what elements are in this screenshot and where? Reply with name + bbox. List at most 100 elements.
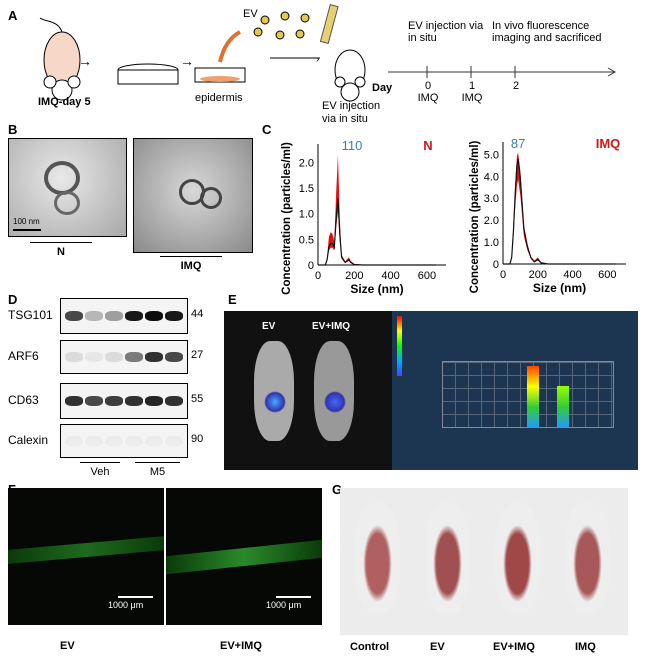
blot-band (125, 311, 143, 321)
blot-band (125, 436, 143, 446)
blot-band (105, 436, 123, 446)
arrow-icon: → (180, 53, 194, 69)
chart-title: N (423, 138, 432, 153)
blot-band (105, 396, 123, 406)
mean-line (503, 158, 616, 265)
x-axis-label: Size (nm) (533, 281, 586, 295)
panel-label-e: E (228, 292, 237, 307)
blot-band (145, 311, 163, 321)
timeline-tick-2: 2 (512, 80, 520, 92)
blot-band (145, 436, 163, 446)
y-axis-label: Concentration (particles/ml) (281, 142, 293, 295)
blot-band (125, 396, 143, 406)
blot-band (125, 352, 143, 362)
scale-bar-label: 100 nm (13, 217, 40, 226)
x-axis-label: Size (nm) (350, 282, 403, 296)
blot-band (165, 396, 183, 406)
schematic-drawing: → → › (39, 4, 617, 102)
blot-band (65, 396, 83, 406)
blot-band (65, 352, 83, 362)
mouse-icon (39, 17, 81, 101)
panel-label-b: B (8, 122, 18, 137)
panel-label-a: A (8, 8, 18, 23)
mean-line (318, 198, 436, 266)
ivis-3d-plot (392, 311, 638, 470)
y-tick-label: 2.0 (299, 157, 314, 169)
timeline-event-1: EV injection via in situ (408, 20, 484, 44)
blot-band (85, 311, 103, 321)
blot-band (145, 352, 163, 362)
panel-label-c: C (262, 122, 272, 137)
blot-band (165, 436, 183, 446)
blot-strip (60, 424, 188, 458)
y-tick-label: 0 (493, 259, 499, 271)
arrow-icon (218, 30, 242, 63)
group-label-veh: Veh (90, 466, 110, 478)
x-tick-label: 200 (345, 270, 363, 282)
mouse-label-ev-imq: EV+IMQ (493, 641, 535, 653)
x-tick-label: 600 (418, 270, 436, 282)
mouse-label-imq: IMQ (575, 641, 596, 653)
x-tick-label: 0 (315, 270, 321, 282)
y-tick-label: 1.0 (484, 237, 499, 249)
tem-label-n: N (57, 246, 65, 258)
panel-label-g: G (332, 482, 343, 497)
y-tick-label: 1.0 (299, 209, 314, 221)
y-tick-label: 2.0 (484, 215, 499, 227)
protein-label: Calexin (8, 433, 49, 447)
blot-band (85, 436, 103, 446)
blot-band (145, 396, 163, 406)
svg-text:›: › (316, 54, 319, 65)
y-tick-label: 5.0 (484, 149, 499, 161)
mouse-label: IMQ-day 5 (38, 96, 91, 108)
protein-label: CD63 (8, 393, 39, 407)
dish-label: epidermis (195, 92, 243, 104)
blot-band (85, 396, 103, 406)
y-tick-label: 3.0 (484, 193, 499, 205)
peak-label: 87 (511, 136, 525, 151)
ev-particles-icon (253, 11, 310, 40)
blot-band (105, 311, 123, 321)
peak-label: 110 (342, 138, 363, 153)
tem-image-imq (133, 138, 253, 253)
ev-label: EV (243, 8, 258, 20)
chart-title: IMQ (596, 136, 621, 151)
y-tick-label: 0 (308, 260, 314, 272)
scale-bar-label: 1000 μm (108, 600, 144, 610)
blot-band (65, 311, 83, 321)
mice-photo (340, 488, 628, 635)
panel-label-d: D (8, 292, 18, 307)
ivis-label-ev-imq: EV+IMQ (312, 321, 351, 332)
fluorescence-image-ev: 1000 μm (8, 488, 164, 625)
protein-label: TSG101 (8, 308, 53, 322)
x-tick-label: 400 (563, 269, 581, 281)
mouse-label-control: Control (350, 641, 390, 653)
blot-band (105, 352, 123, 362)
blot-strip (60, 298, 188, 334)
blot-band (65, 436, 83, 446)
kda-label: 27 (191, 349, 204, 361)
protein-label: ARF6 (8, 349, 39, 363)
x-tick-label: 600 (598, 269, 616, 281)
confidence-band (318, 154, 436, 265)
fluorescence-image-ev-imq: 1000 μm (166, 488, 322, 625)
y-tick-label: 0.5 (299, 234, 314, 246)
mouse-label-ev: EV (430, 641, 445, 653)
y-tick-label: 1.5 (299, 183, 314, 195)
color-scale (397, 316, 402, 376)
kda-label: 55 (191, 393, 204, 405)
confidence-band (503, 152, 616, 264)
fluorescence-label-ev-imq: EV+IMQ (220, 640, 262, 652)
blot-band (85, 352, 103, 362)
fluorescence-label-ev: EV (60, 640, 75, 652)
x-tick-label: 0 (500, 269, 506, 281)
day-label: Day (372, 82, 393, 94)
syringe-icon (319, 4, 339, 45)
injection-label: EV injection via in situ (322, 100, 381, 125)
timeline-event-2: In vivo fluorescence imaging and sacrifi… (492, 20, 602, 44)
tem-image-n: 100 nm (8, 138, 127, 237)
ivis-image: EV EV+IMQ (224, 311, 392, 470)
blot-strip (60, 383, 188, 419)
x-tick-label: 400 (381, 270, 399, 282)
group-label-m5: M5 (149, 466, 166, 478)
